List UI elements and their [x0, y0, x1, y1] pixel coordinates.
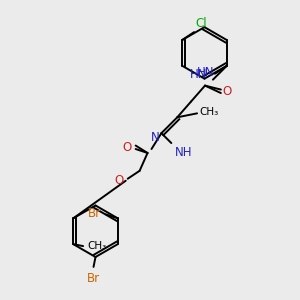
Text: Br: Br [87, 272, 100, 285]
Text: NH: NH [175, 146, 193, 159]
Text: O: O [115, 174, 124, 187]
Text: CH₃: CH₃ [87, 241, 106, 251]
Text: O: O [122, 140, 132, 154]
Text: HN: HN [197, 66, 215, 79]
Text: N: N [151, 131, 159, 144]
Text: Cl: Cl [195, 17, 207, 30]
Text: O: O [223, 85, 232, 98]
Text: Br: Br [88, 207, 101, 220]
Text: HN: HN [190, 68, 207, 81]
Text: CH₃: CH₃ [199, 107, 218, 117]
